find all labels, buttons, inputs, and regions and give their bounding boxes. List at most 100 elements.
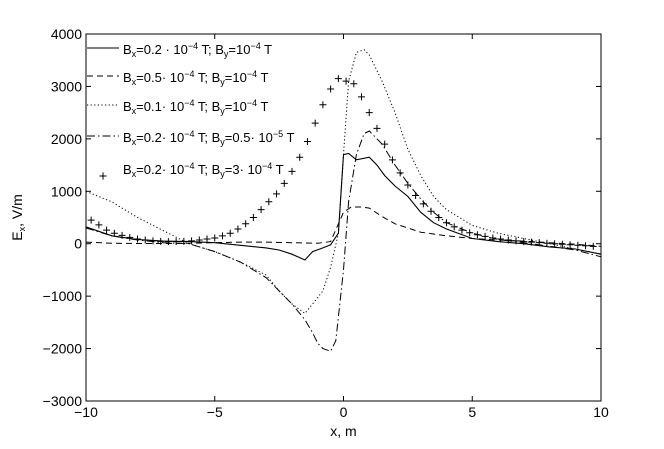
data-point (141, 236, 149, 244)
data-point (582, 242, 590, 250)
data-point (504, 236, 512, 244)
data-point (412, 191, 420, 199)
y-tick-label: 3000 (51, 78, 82, 94)
data-point (226, 229, 234, 237)
plot-area (86, 49, 601, 352)
data-point (481, 232, 489, 240)
data-point (450, 223, 458, 231)
data-point (358, 93, 366, 101)
data-point (172, 238, 180, 246)
legend: Bx=0.2 · 10−4 T; By=10−4 T Bx=0.5· 10−4 T… (87, 41, 295, 180)
y-tick-label: 0 (74, 236, 82, 252)
data-point (273, 190, 281, 198)
data-point (473, 231, 481, 239)
data-point (87, 216, 95, 224)
data-point (195, 236, 203, 244)
x-tick-label: 0 (340, 404, 348, 420)
data-point (589, 242, 597, 250)
y-axis-label: Ex, V/m (9, 194, 27, 241)
data-point (566, 241, 574, 249)
data-point (365, 109, 373, 117)
y-tick-label: −2000 (43, 341, 83, 357)
data-point (265, 198, 273, 206)
legend-marker (99, 172, 107, 180)
data-point (211, 234, 219, 242)
legend-label: Bx=0.2· 10−4 T; By=0.5· 10−5 T (123, 129, 295, 147)
legend-entry: Bx=0.2 · 10−4 T; By=10−4 T (87, 41, 272, 59)
legend-entry: Bx=0.2· 10−4 T; By=0.5· 10−5 T (87, 129, 295, 147)
y-tick-label: 1000 (51, 183, 82, 199)
data-point (373, 124, 381, 132)
y-tick-label: −3000 (43, 393, 83, 409)
legend-label: Bx=0.1· 10−4 T; By=10−4 T (123, 98, 269, 116)
data-point (435, 214, 443, 221)
data-point (118, 231, 126, 239)
data-point (180, 237, 188, 245)
data-point (551, 240, 559, 248)
axes: −10 −5 0 5 10 −3000 −2000 −1000 0 1000 2000 3000 400… (43, 26, 609, 420)
data-point (288, 167, 296, 175)
x-tick-label: 5 (468, 404, 476, 420)
x-axis-label: x, m (330, 423, 356, 439)
data-point (427, 207, 435, 215)
data-point (512, 237, 520, 245)
data-point (126, 233, 134, 241)
series-line-solid (86, 152, 601, 261)
x-tick-label: −10 (74, 404, 98, 420)
data-point (103, 226, 111, 234)
data-point (257, 206, 265, 214)
legend-label: Bx=0.2· 10−4 T; By=3· 10−4 T (123, 161, 284, 179)
data-point (396, 169, 404, 177)
data-point (303, 137, 311, 145)
legend-entry: Bx=0.1· 10−4 T; By=10−4 T (87, 98, 269, 116)
data-point (342, 77, 350, 85)
data-point (419, 200, 427, 208)
data-point (558, 240, 566, 248)
data-point (242, 220, 250, 228)
data-point (234, 225, 242, 233)
data-point (164, 238, 172, 246)
data-point (350, 80, 358, 88)
data-point (489, 234, 497, 242)
data-point (95, 221, 103, 229)
y-tick-label: −1000 (43, 288, 83, 304)
data-point (311, 119, 319, 127)
legend-entry: Bx=0.2· 10−4 T; By=3· 10−4 T (99, 161, 284, 180)
x-tick-label: −5 (207, 404, 223, 420)
data-point (497, 235, 505, 243)
series-line-dotted (86, 49, 601, 315)
data-point (319, 101, 327, 109)
data-point (110, 229, 118, 237)
x-tick-label: 10 (593, 404, 609, 420)
data-point (574, 241, 582, 249)
data-point (327, 85, 335, 93)
y-tick-label: 2000 (51, 131, 82, 147)
data-point (535, 239, 543, 247)
data-point (443, 219, 450, 227)
data-point (203, 235, 211, 243)
legend-entry: Bx=0.5· 10−4 T; By=10−4 T (87, 69, 269, 87)
y-tick-label: 4000 (51, 26, 82, 42)
data-point (149, 237, 157, 245)
data-point (134, 235, 141, 243)
data-point (527, 238, 535, 246)
legend-label: Bx=0.5· 10−4 T; By=10−4 T (123, 69, 269, 87)
data-point (249, 214, 257, 221)
data-point (466, 229, 474, 237)
data-point (388, 156, 396, 164)
axes-frame (85, 33, 602, 402)
data-point (157, 237, 165, 245)
data-point (280, 179, 288, 187)
series-plus-markers (87, 75, 597, 250)
data-point (543, 239, 551, 247)
data-point (520, 238, 528, 246)
data-point (381, 140, 389, 148)
data-point (188, 237, 196, 245)
data-point (334, 75, 342, 83)
data-point (404, 181, 412, 189)
legend-label: Bx=0.2 · 10−4 T; By=10−4 T (123, 41, 272, 59)
data-point (458, 226, 466, 234)
data-point (296, 153, 304, 161)
data-point (218, 232, 226, 240)
